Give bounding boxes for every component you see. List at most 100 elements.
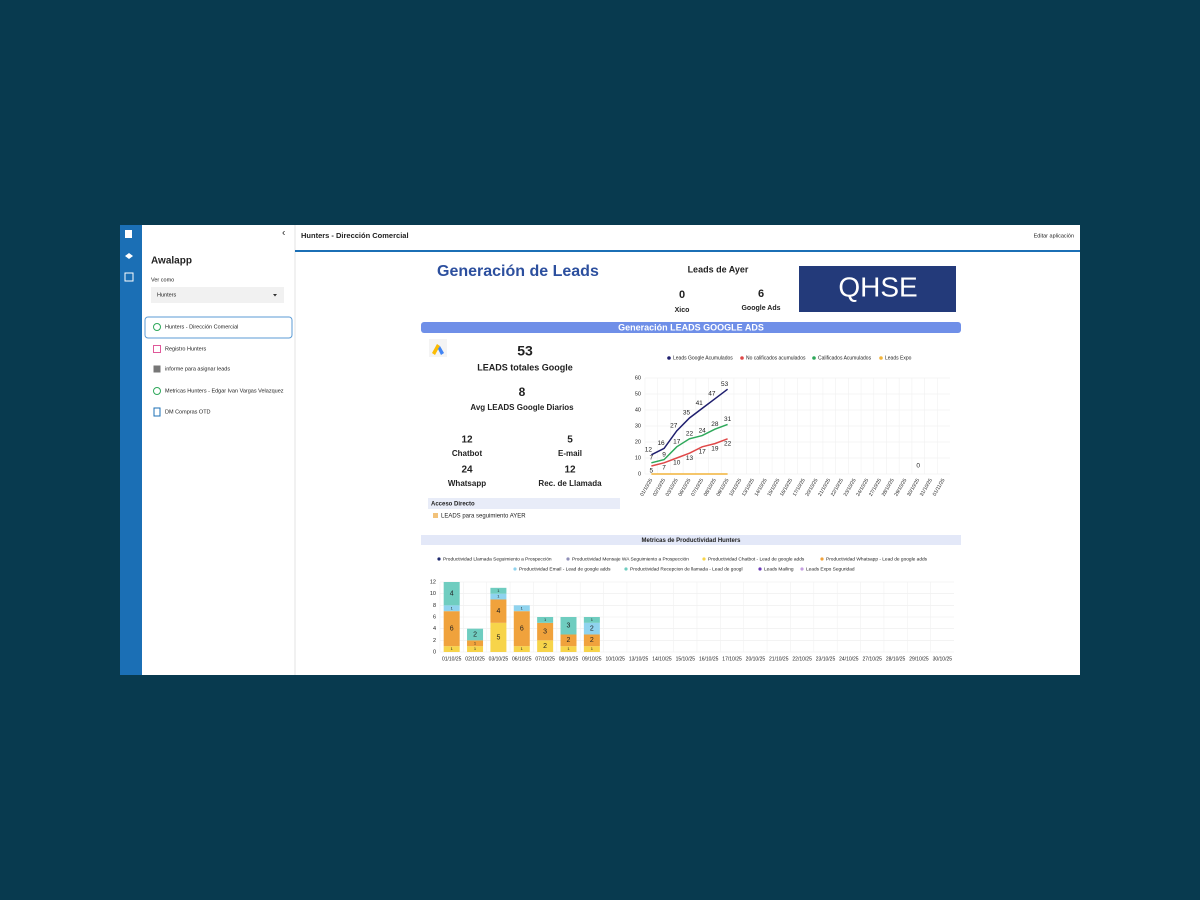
section-title: Generación LEADS GOOGLE ADS <box>618 322 764 332</box>
data-label: 1 <box>521 605 524 610</box>
section-title: Metricas de Productividad Hunters <box>641 538 741 544</box>
kpi-label: Avg LEADS Google Diarios <box>470 403 574 412</box>
bar-segment <box>583 617 600 623</box>
bar-segment <box>467 646 484 652</box>
legend-marker <box>820 557 824 561</box>
kpi-label: Whatsapp <box>448 479 486 488</box>
shortcuts-band <box>428 498 620 509</box>
rail-icon[interactable] <box>124 272 134 282</box>
data-label: 5 <box>496 634 500 641</box>
data-label: 1 <box>474 646 477 651</box>
kpi-value: 12 <box>564 465 576 476</box>
legend-marker <box>800 567 804 571</box>
bar-segment <box>490 593 507 600</box>
nav-icon <box>153 345 161 353</box>
data-label: 1 <box>497 588 500 593</box>
bar-segment <box>513 611 530 647</box>
data-label: 3 <box>543 628 547 635</box>
kpi-value: 5 <box>567 435 573 446</box>
yesterday-value: 0 <box>679 289 685 301</box>
x-tick-label: 15/10/25 <box>676 656 696 662</box>
select-arrow <box>273 294 277 297</box>
data-label: 6 <box>520 626 524 633</box>
kpi-label: Chatbot <box>452 449 483 458</box>
data-label: 1 <box>591 646 594 651</box>
x-tick-label: 09/10/25 <box>582 656 602 662</box>
view-as-select[interactable] <box>151 287 284 303</box>
bar-segment <box>490 599 507 623</box>
data-label: 31 <box>724 416 732 423</box>
x-tick-label: 14/10/25 <box>652 656 672 662</box>
bar-segment <box>537 622 554 641</box>
yesterday-label: Google Ads <box>741 305 780 312</box>
y-tick-label: 0 <box>433 649 436 655</box>
rail-icon[interactable] <box>125 253 133 259</box>
view-as-value: Hunters <box>157 292 177 298</box>
x-tick-label: 20/10/25 <box>746 656 766 662</box>
data-label: 1 <box>451 605 454 610</box>
data-label: 27 <box>670 423 678 430</box>
x-tick-label: 13/10/25 <box>629 656 649 662</box>
rail-icon[interactable] <box>125 230 132 238</box>
bar-segment <box>443 611 460 647</box>
nav-item[interactable]: Registro Hunters <box>165 346 207 352</box>
collapse-button[interactable]: ‹ <box>282 228 285 239</box>
edit-app-link[interactable]: Editar aplicación <box>1034 233 1074 239</box>
yesterday-title: Leads de Ayer <box>688 264 749 274</box>
kpi-label: LEADS totales Google <box>477 362 573 372</box>
data-label: 1 <box>591 617 594 622</box>
legend-label: Productividad Llamada Seguimiento a Pros… <box>443 556 552 562</box>
legend-label: No calificados acumulados <box>746 355 806 361</box>
y-tick-label: 12 <box>430 579 436 585</box>
legend-label: Leads Expo <box>885 355 912 361</box>
data-label: 1 <box>451 646 454 651</box>
y-tick-label: 0 <box>638 471 641 477</box>
data-label: 1 <box>521 646 524 651</box>
data-label: 16 <box>657 440 665 447</box>
data-label: 1 <box>544 617 547 622</box>
data-label: 19 <box>711 445 719 452</box>
x-tick-label: 30/10/25 <box>933 656 953 662</box>
data-label: 22 <box>686 431 694 438</box>
bar-segment <box>560 617 577 635</box>
data-label: 24 <box>699 427 707 434</box>
data-label: 17 <box>699 449 707 456</box>
kpi-value: 8 <box>519 385 526 399</box>
bar-segment <box>490 622 507 652</box>
app-name: Awalapp <box>151 256 192 267</box>
nav-item-active[interactable] <box>144 316 293 339</box>
nav-item[interactable]: Hunters - Dirección Comercial <box>165 324 238 330</box>
y-tick-label: 30 <box>635 423 641 429</box>
dashboard-title: Generación de Leads <box>437 263 599 280</box>
nav-item[interactable]: DM Compras OTD <box>165 409 211 415</box>
shortcut-link[interactable]: LEADS para seguimiento AYER <box>441 514 526 520</box>
kpi-label: Rec. de Llamada <box>538 479 602 488</box>
nav-item[interactable]: Metricas Hunters - Edgar Ivan Vargas Vel… <box>165 388 284 394</box>
x-tick-label: 21/10/25 <box>769 656 789 662</box>
bar-segment <box>583 622 600 635</box>
annotation: 0 <box>916 463 920 470</box>
google-ads-icon-part <box>438 346 444 355</box>
x-tick-label: 29/10/25 <box>909 656 929 662</box>
kpi-value: 24 <box>461 465 473 476</box>
data-label: 2 <box>590 626 594 633</box>
data-label: 53 <box>721 381 729 388</box>
legend-label: Calificados Acumulados <box>818 355 872 361</box>
y-tick-label: 10 <box>430 591 436 597</box>
nav-item[interactable]: informe para asignar leads <box>165 366 230 372</box>
icon-rail <box>120 225 142 675</box>
google-ads-icon-part <box>432 344 440 355</box>
x-tick-label: 03/10/25 <box>489 656 509 662</box>
data-label: 47 <box>708 391 716 398</box>
data-label: 12 <box>645 447 653 454</box>
x-tick-label: 16/10/25 <box>699 656 719 662</box>
legend-label: Productividad Chatbot - Lead de google a… <box>708 556 805 562</box>
section-band <box>421 322 961 333</box>
bar-segment <box>583 646 600 652</box>
y-tick-label: 8 <box>433 603 436 609</box>
x-tick-label: 27/10/25 <box>862 656 882 662</box>
kpi-label: E-mail <box>558 449 582 458</box>
data-label: 1 <box>567 646 570 651</box>
legend-label: Leads Expo Seguridad <box>806 566 855 572</box>
